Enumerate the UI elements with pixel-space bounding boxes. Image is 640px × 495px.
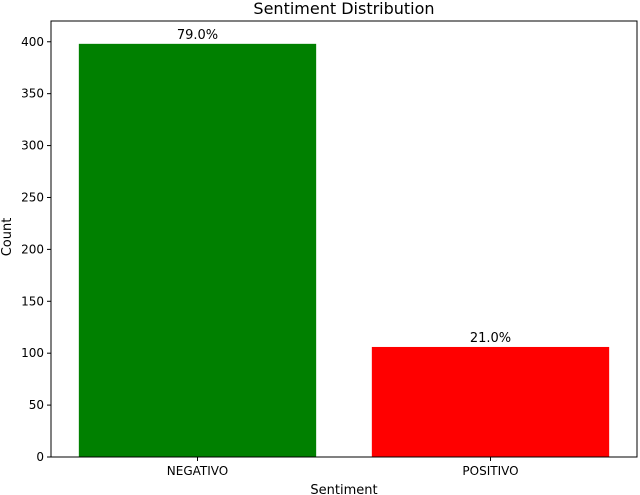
bar-negativo <box>78 43 317 457</box>
bars-layer: 79.0% 21.0% <box>78 28 610 457</box>
chart-title: Sentiment Distribution <box>253 0 434 18</box>
ticks-layer: NEGATIVO POSITIVO 0 50 100 150 200 250 300 350 400 <box>21 35 518 478</box>
bar-positivo <box>371 346 610 457</box>
bar-value-label: 79.0% <box>177 28 218 43</box>
y-tick-label: 400 <box>21 35 44 49</box>
plot-frame <box>50 20 638 458</box>
x-tick-label: NEGATIVO <box>167 464 228 478</box>
x-tick-label: POSITIVO <box>462 464 518 478</box>
y-tick-label: 150 <box>21 294 44 308</box>
bar-value-label: 21.0% <box>470 331 511 346</box>
y-tick-label: 200 <box>21 242 44 256</box>
x-axis-label: Sentiment <box>310 483 377 495</box>
y-axis-label: Count <box>0 218 15 257</box>
y-tick-label: 250 <box>21 190 44 204</box>
y-tick-label: 100 <box>21 346 44 360</box>
y-tick-label: 50 <box>29 398 44 412</box>
y-tick-label: 0 <box>36 450 44 464</box>
y-tick-label: 350 <box>21 87 44 101</box>
y-tick-label: 300 <box>21 139 44 153</box>
